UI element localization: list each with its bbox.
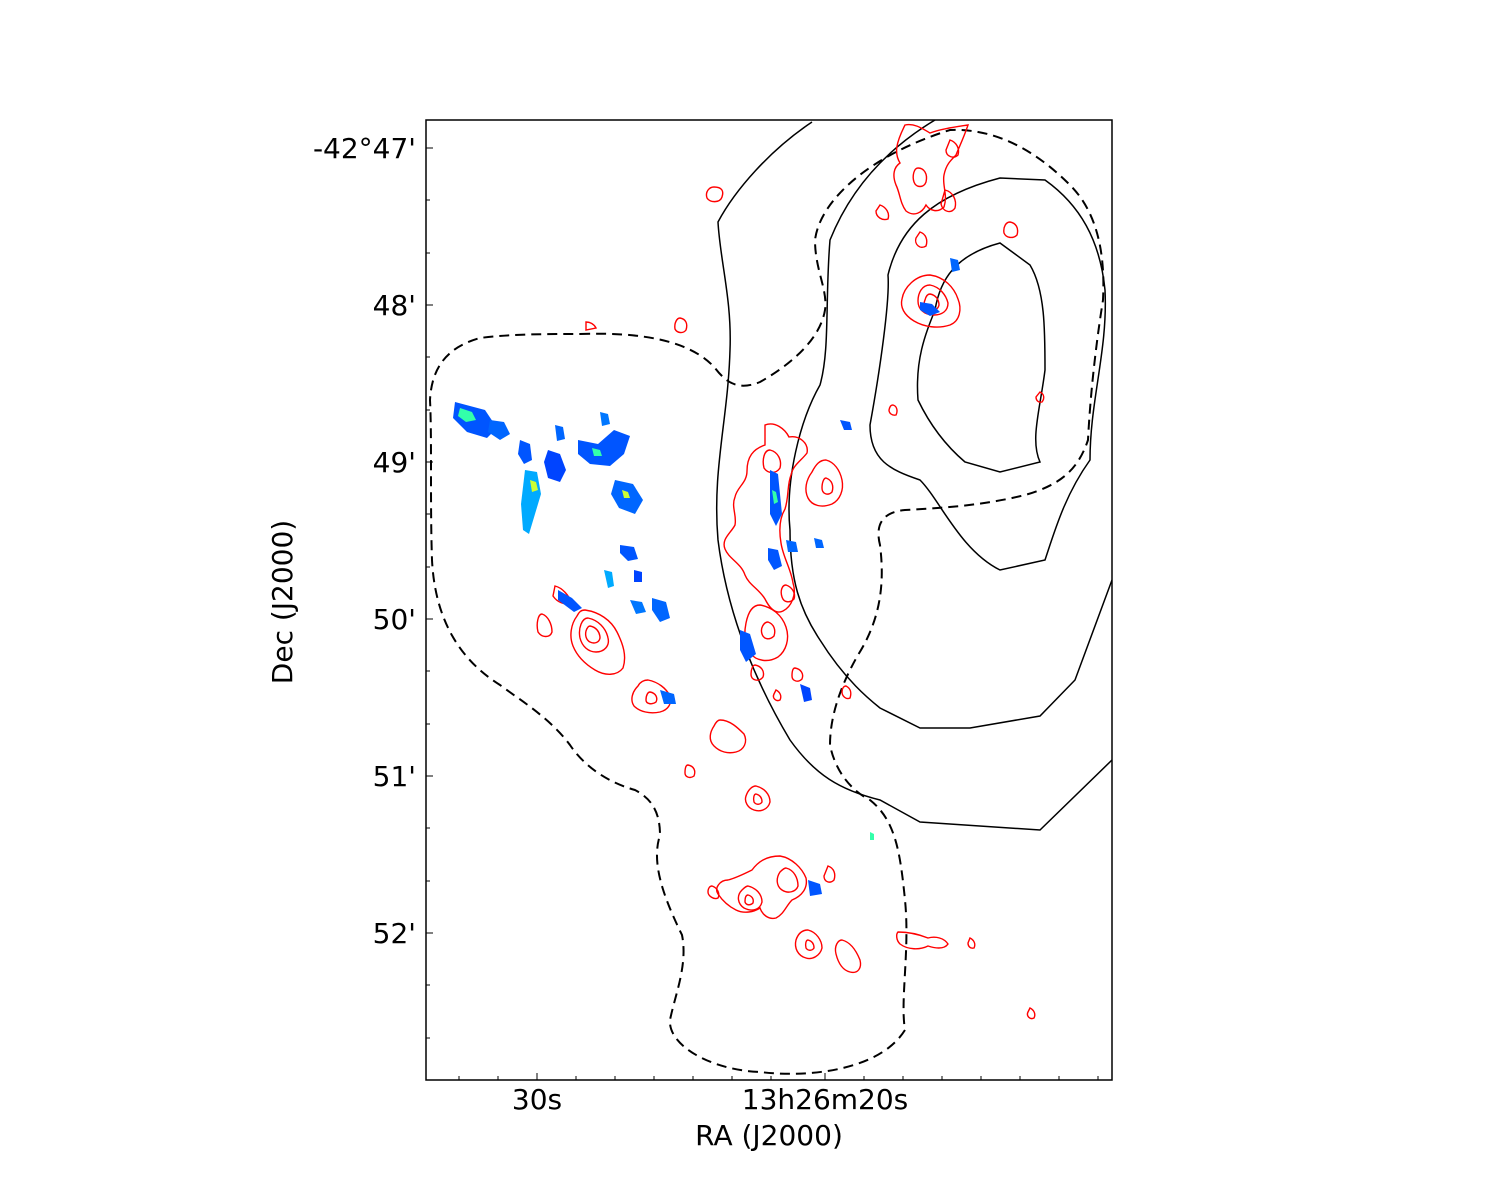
red-contour (707, 885, 720, 900)
image-patch (558, 590, 582, 612)
x-tick-label: 30s (512, 1083, 562, 1116)
image-patch (521, 470, 541, 534)
image-patch (920, 302, 940, 316)
red-contour (780, 584, 796, 603)
image-patch (600, 412, 610, 426)
red-contour (893, 123, 970, 215)
image-patch (950, 258, 960, 272)
x-tick-label: 13h26m20s (742, 1083, 909, 1116)
image-patch (808, 880, 822, 896)
red-contour (716, 855, 808, 920)
red-contour (705, 186, 724, 203)
red-contour (1026, 1007, 1036, 1020)
y-tick-label: 50' (373, 603, 416, 636)
image-patch (786, 540, 798, 552)
red-contour (776, 867, 799, 893)
red-contour (578, 617, 610, 653)
color-image-patches (453, 258, 960, 896)
y-tick-label: 49' (373, 446, 416, 479)
image-patch (592, 448, 602, 456)
red-contour (967, 937, 976, 949)
image-patch (604, 570, 614, 588)
red-contour (750, 664, 765, 681)
red-contour (674, 317, 688, 334)
plot-frame (425, 119, 1113, 1081)
image-patch (772, 490, 778, 504)
plot-contents (428, 120, 1112, 1075)
y-tick-label: -42°47' (313, 132, 416, 165)
y-ticks (426, 147, 433, 1039)
y-tick-label: 52' (373, 917, 416, 950)
red-contour (914, 231, 928, 248)
image-patch (740, 630, 756, 662)
black-dashed-contours (428, 128, 1105, 1075)
red-contour (917, 284, 949, 316)
image-patch (870, 832, 874, 840)
black-contour-inner (869, 177, 1107, 571)
red-contour (570, 609, 626, 675)
image-patch (622, 490, 630, 498)
red-contour (912, 167, 928, 188)
red-contour (760, 621, 776, 640)
dashed-contour-left (428, 128, 1105, 1075)
y-axis-label: Dec (J2000) (266, 520, 299, 684)
black-contour-outer (715, 121, 1112, 831)
x-ticks (458, 1073, 1099, 1080)
x-axis-label: RA (J2000) (695, 1119, 843, 1152)
red-contour (723, 423, 808, 613)
image-patch (660, 690, 676, 704)
red-contour (841, 685, 852, 700)
red-contour (804, 939, 815, 951)
red-contour (805, 459, 844, 507)
red-contour (1035, 391, 1045, 403)
red-contour (772, 689, 782, 702)
image-patch (518, 440, 532, 464)
red-contour (536, 613, 553, 638)
red-contour (888, 404, 898, 416)
red-contour (945, 139, 960, 158)
red-contour (744, 894, 754, 906)
y-tick-label: 48' (373, 289, 416, 322)
red-contours (536, 123, 1045, 1020)
image-patch (620, 545, 638, 561)
red-contour (684, 764, 696, 779)
image-patch (840, 420, 852, 430)
red-contour (834, 939, 862, 974)
red-contour (737, 885, 763, 911)
red-contour (645, 691, 658, 705)
image-patch (458, 408, 476, 422)
image-patch (530, 480, 538, 492)
red-contour (585, 321, 598, 331)
image-patch (488, 420, 510, 440)
red-contour (900, 274, 961, 328)
black-contour-core (916, 242, 1046, 473)
image-patch (630, 600, 646, 614)
red-contour (875, 204, 890, 221)
red-contour (791, 667, 804, 682)
red-contour (762, 449, 782, 474)
red-contour (940, 189, 957, 213)
black-contour-middle (788, 120, 1112, 729)
red-contour (752, 793, 763, 805)
image-patch (634, 570, 642, 582)
image-patch (652, 598, 670, 622)
y-tick-label: 51' (373, 760, 416, 793)
red-contour (744, 604, 789, 662)
red-contour (821, 477, 834, 495)
image-patch (555, 425, 565, 441)
red-contour (895, 931, 949, 950)
image-patch (800, 684, 812, 702)
image-patch (578, 430, 630, 466)
red-contour (823, 865, 836, 883)
red-contour (584, 625, 601, 644)
image-patch (814, 538, 824, 548)
red-contour (744, 785, 771, 812)
image-patch (768, 548, 782, 570)
image-patch (544, 450, 566, 482)
red-contour (794, 929, 823, 960)
red-contour (1003, 221, 1019, 239)
red-contour (709, 719, 747, 754)
